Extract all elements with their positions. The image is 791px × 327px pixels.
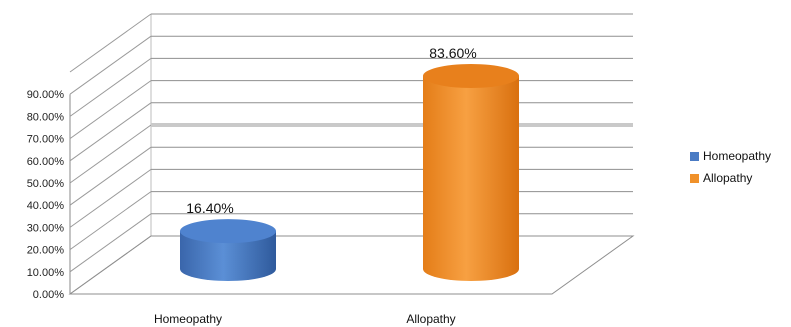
y-tick-label: 50.00%: [27, 178, 65, 190]
legend-label: Allopathy: [703, 171, 753, 185]
side-gridline: [69, 213, 152, 273]
side-gridline: [69, 102, 152, 162]
data-label: 16.40%: [186, 200, 233, 216]
side-gridline: [69, 124, 152, 184]
bar-homeopathy: [180, 219, 276, 281]
bar-allopathy: [423, 63, 519, 282]
side-gridline: [69, 191, 152, 251]
bar-body: [423, 75, 519, 282]
y-tick-label: 80.00%: [27, 111, 65, 123]
legend-swatch: [690, 151, 699, 161]
legend-item: Allopathy: [690, 171, 752, 185]
y-tick-label: 30.00%: [27, 222, 65, 234]
side-gridline: [69, 146, 152, 206]
y-tick-label: 70.00%: [27, 134, 65, 146]
side-gridline: [69, 57, 152, 117]
x-category-label: Allopathy: [406, 312, 455, 326]
y-tick-label: 90.00%: [27, 89, 65, 101]
side-gridline: [69, 13, 152, 73]
data-label: 83.60%: [429, 45, 476, 61]
x-axis-categories: Homeopathy Allopathy: [154, 312, 456, 326]
y-tick-label: 40.00%: [27, 200, 65, 212]
legend-item: Homeopathy: [690, 149, 771, 163]
grid-layer: [68, 13, 635, 295]
side-gridline: [69, 80, 152, 140]
floor: [68, 235, 635, 295]
y-tick-label: 60.00%: [27, 156, 65, 168]
y-tick-label: 0.00%: [33, 289, 64, 301]
y-tick-label: 20.00%: [27, 245, 65, 257]
side-gridline: [69, 35, 152, 95]
legend-swatch: [690, 173, 699, 183]
y-tick-label: 10.00%: [27, 267, 65, 279]
bar-top: [423, 63, 519, 88]
data-labels: 16.40% 83.60%: [186, 45, 476, 216]
bar-body: [180, 231, 276, 281]
legend-label: Homeopathy: [703, 149, 772, 163]
side-gridline: [69, 168, 152, 228]
x-category-label: Homeopathy: [154, 312, 222, 326]
bars-layer: [180, 63, 519, 282]
y-axis-ticks: 0.00% 10.00% 20.00% 30.00% 40.00% 50.00% 60.00…: [27, 89, 65, 301]
bar-top: [180, 219, 276, 244]
